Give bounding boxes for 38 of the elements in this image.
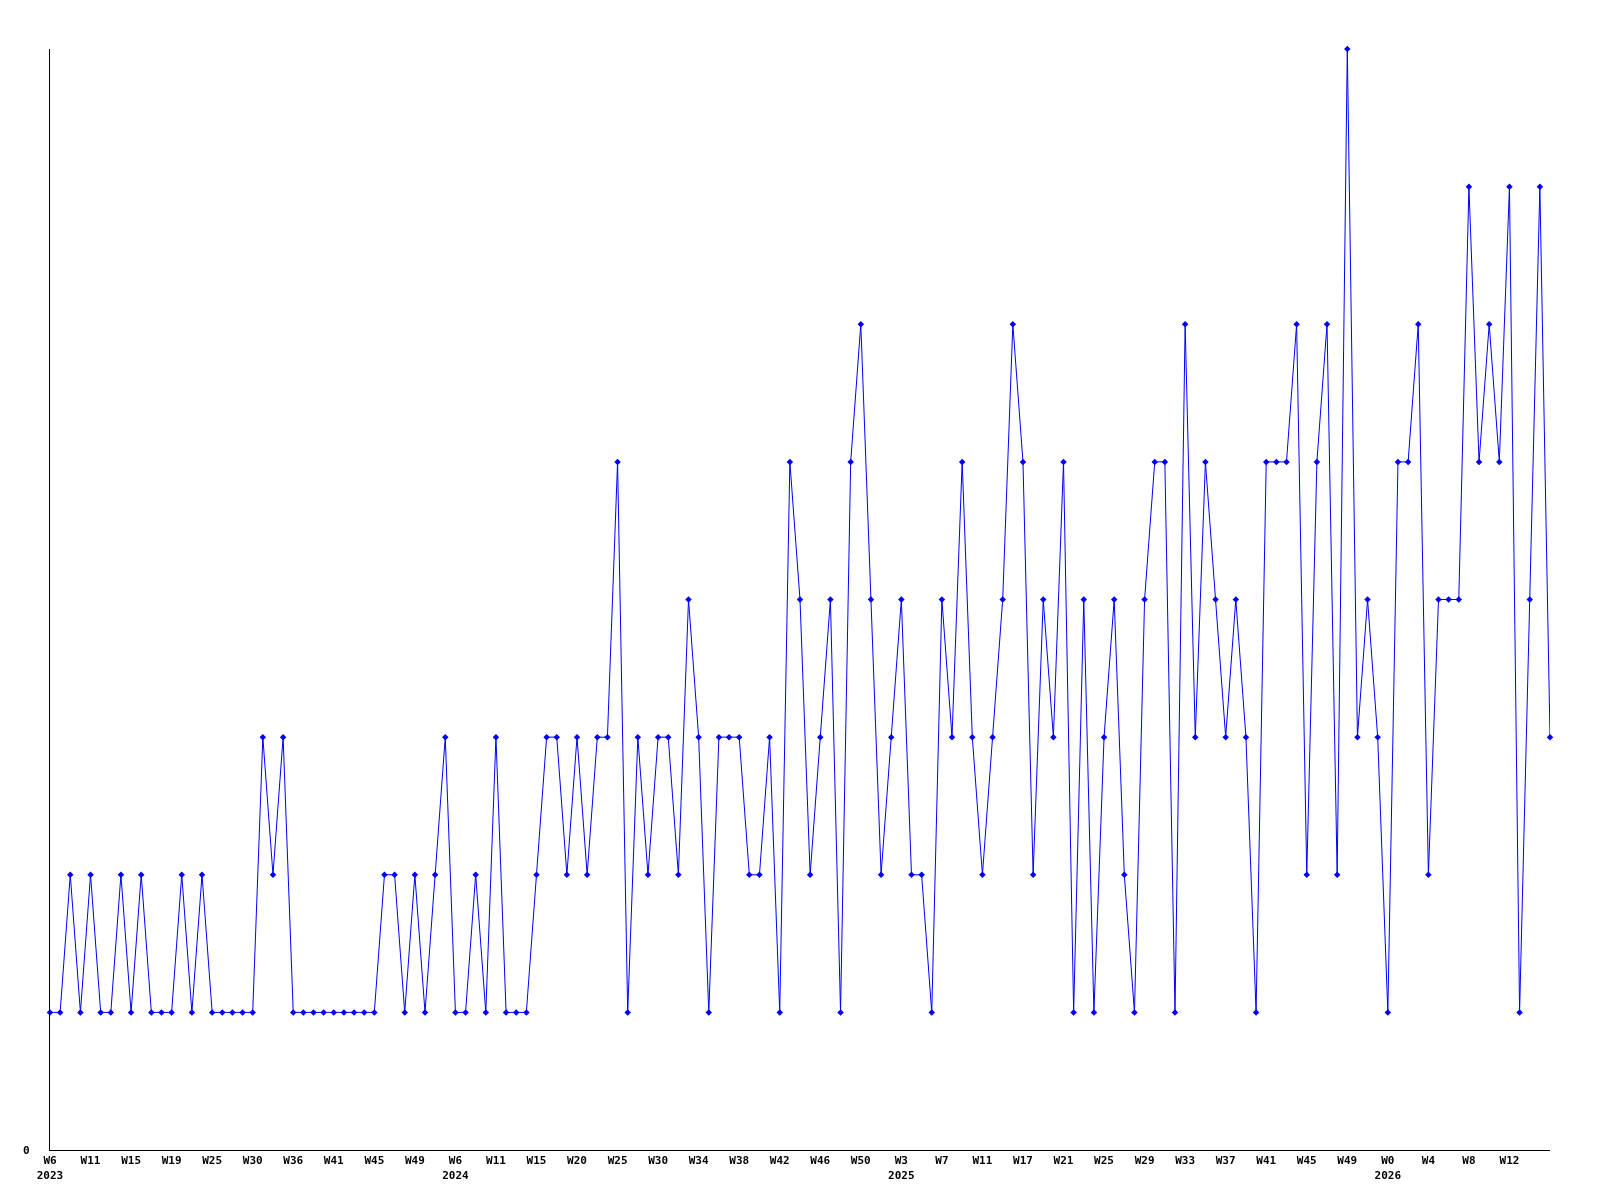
- x-tick-label: W25: [1094, 1154, 1114, 1168]
- x-tick-label: W34: [688, 1154, 709, 1168]
- x-tick-label: W15: [121, 1154, 142, 1168]
- x-tick-label: W25: [607, 1154, 628, 1168]
- x-tick-label: W17: [1013, 1154, 1033, 1168]
- x-tick-label: W30: [648, 1154, 669, 1168]
- x-tick-label: W29: [1134, 1154, 1155, 1168]
- x-tick-label: W19: [161, 1154, 182, 1168]
- x-tick-label: W33: [1175, 1154, 1196, 1168]
- x-tick-label: W11: [972, 1154, 993, 1168]
- x-tick-label: W49: [404, 1154, 425, 1168]
- x-tick-label: W12: [1499, 1154, 1520, 1168]
- x-tick-label: W42: [769, 1154, 790, 1168]
- x-tick-label: W0 2026: [1374, 1154, 1402, 1182]
- x-tick-label: W3 2025: [888, 1154, 915, 1182]
- x-tick-label: W8: [1462, 1154, 1476, 1168]
- x-tick-label: W15: [526, 1154, 547, 1168]
- x-tick-label: W38: [729, 1154, 750, 1168]
- x-tick-label: W11: [80, 1154, 101, 1168]
- x-tick-label: W41: [323, 1154, 345, 1168]
- x-tick-label: W6 2023: [36, 1154, 64, 1182]
- x-tick-label: W45: [1296, 1154, 1317, 1168]
- x-tick-label: W49: [1337, 1154, 1358, 1168]
- x-tick-label: W7: [935, 1154, 949, 1168]
- x-tick-label: W4: [1421, 1154, 1436, 1168]
- x-tick-label: W6 2024: [442, 1154, 470, 1182]
- x-tick-label: W37: [1215, 1154, 1236, 1168]
- x-tick-label: W21: [1053, 1154, 1074, 1168]
- x-tick-label: W50: [850, 1154, 871, 1168]
- x-tick-label: W36: [283, 1154, 304, 1168]
- x-tick-label: W30: [242, 1154, 263, 1168]
- text: 0: [23, 1144, 30, 1157]
- x-tick-label: W41: [1256, 1154, 1277, 1168]
- x-tick-label: W46: [810, 1154, 831, 1168]
- x-tick-label: W11: [486, 1154, 507, 1168]
- x-tick-label: W25: [202, 1154, 223, 1168]
- x-tick-label: W45: [364, 1154, 385, 1168]
- x-tick-label: W20: [567, 1154, 587, 1168]
